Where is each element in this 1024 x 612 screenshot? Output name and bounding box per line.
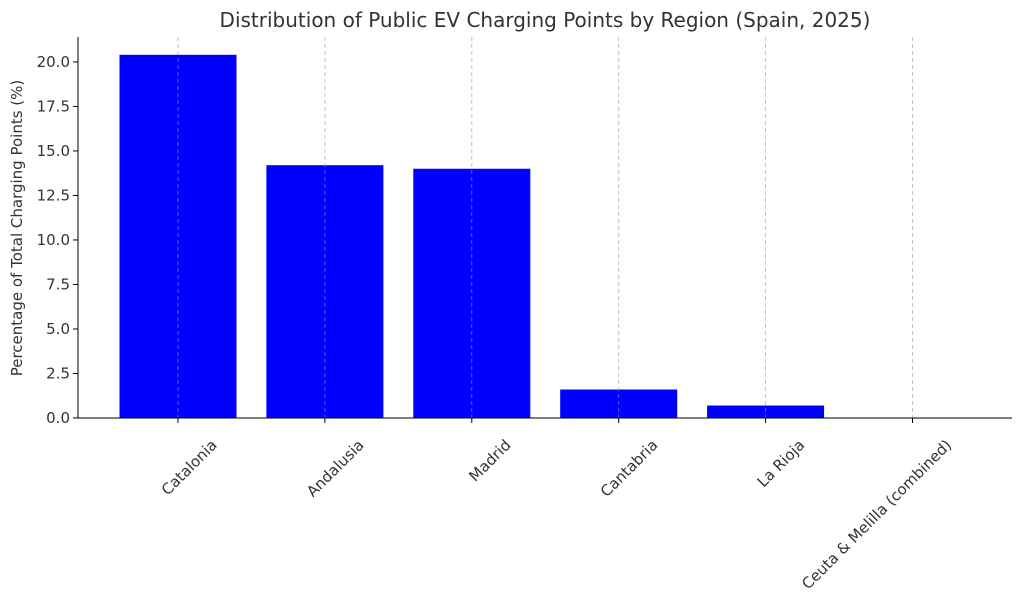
y-tick-label: 17.5 [37,97,70,115]
x-tick-label: Cantabria [597,436,662,501]
axes [77,37,1012,419]
x-tick-label: Madrid [465,436,514,485]
x-tick-label: Andalusia [303,436,368,501]
y-tick-label: 0.0 [46,409,70,427]
x-ticks: Catalonia Andalusia Madrid Cantabria La Rioj… [158,418,955,593]
y-tick-label: 10.0 [37,231,70,249]
y-tick-label: 20.0 [37,53,70,71]
y-tick-label: 12.5 [37,186,70,204]
chart-title: Distribution of Public EV Charging Point… [220,8,871,32]
y-tick-label: 5.0 [46,320,70,338]
y-tick-label: 15.0 [37,142,70,160]
y-tick-label: 7.5 [46,275,70,293]
y-tick-label: 2.5 [46,364,70,382]
bars [119,37,913,418]
x-tick-label: Catalonia [158,436,221,499]
x-tick-label: Ceuta & Melilla (combined) [798,436,955,593]
y-axis-label: Percentage of Total Charging Points (%) [8,80,26,377]
y-ticks: 0.0 2.5 5.0 7.5 10.0 12.5 15.0 17.5 20.0 [37,53,78,427]
x-tick-label: La Rioja [754,436,809,491]
